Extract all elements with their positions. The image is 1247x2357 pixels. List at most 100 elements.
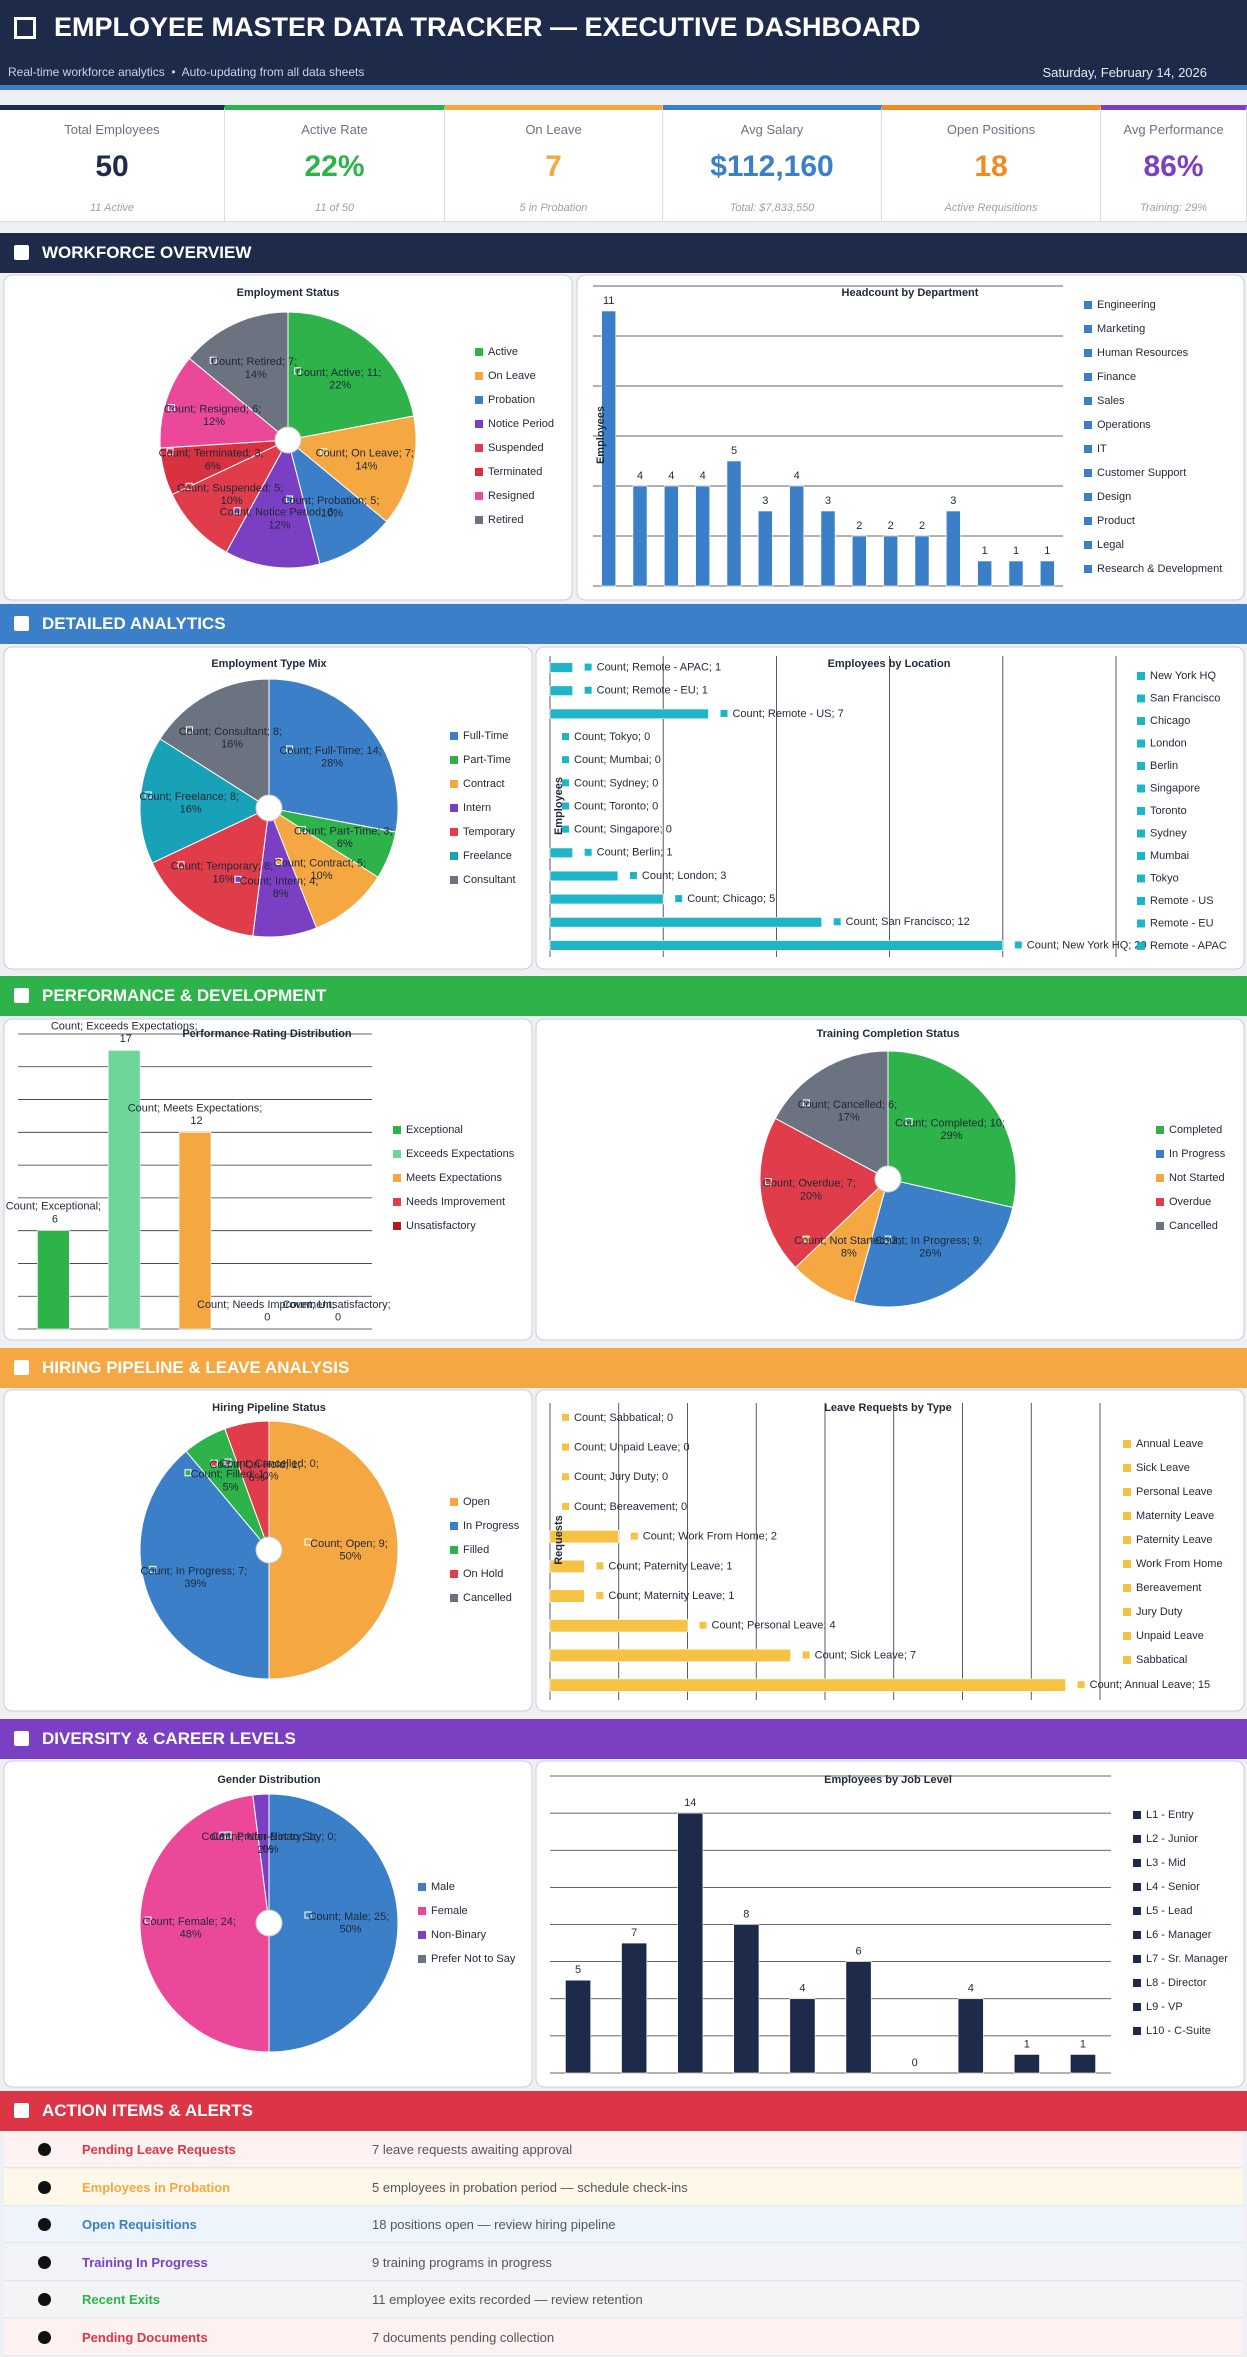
data-label: Count; Chicago; 5 — [687, 893, 775, 905]
bar — [107, 1050, 141, 1330]
bar — [733, 1924, 760, 2074]
chart-title: Employment Type Mix — [211, 658, 327, 670]
pie-slice — [268, 1793, 399, 2053]
legend-label: Intern — [463, 802, 491, 814]
label-key — [1077, 1681, 1085, 1689]
data-label: Count; San Francisco; 12 — [846, 916, 970, 928]
alert-text: 5 employees in probation period — schedu… — [372, 2179, 688, 2195]
kpi-sub: Active Requisitions — [944, 202, 1038, 214]
bar — [677, 1812, 704, 2074]
section-icon — [14, 1360, 29, 1375]
bar — [945, 510, 961, 587]
data-label: Count; Completed; 10; 29% — [895, 1117, 1005, 1142]
label-key — [562, 825, 569, 833]
label-key — [294, 367, 302, 375]
bar — [1008, 560, 1024, 587]
data-label: Count; London; 3 — [642, 870, 726, 882]
legend-label: L2 - Junior — [1146, 1833, 1198, 1845]
kpi-label: Open Positions — [946, 122, 1036, 137]
data-label: Count; Suspended; 5; 10% — [177, 482, 283, 507]
legend-key — [418, 1955, 426, 1963]
legend-key — [1137, 919, 1145, 928]
section-title: DETAILED ANALYTICS — [42, 614, 226, 633]
legend-key — [1084, 397, 1092, 405]
legend-label: Work From Home — [1136, 1558, 1223, 1570]
legend-label: Cancelled — [1169, 1220, 1218, 1232]
legend-key — [1084, 445, 1092, 453]
bar — [883, 535, 899, 587]
kpi-label: Avg Performance — [1123, 122, 1224, 137]
data-label: Count; Freelance; 8; 16% — [139, 791, 239, 816]
bar — [914, 535, 930, 587]
legend-label: L7 - Sr. Manager — [1146, 1953, 1228, 1965]
data-label: Count; Sick Leave; 7 — [815, 1649, 917, 1661]
label-key — [185, 726, 193, 734]
pie-slice — [759, 1117, 889, 1269]
alert-row: Training In Progress 9 training programs … — [4, 2243, 1243, 2281]
bar — [1070, 2054, 1096, 2074]
legend-label: Meets Expectations — [406, 1172, 502, 1184]
legend-key — [450, 804, 458, 812]
legend-label: In Progress — [463, 1520, 520, 1532]
kpi-card: Avg Salary $112,160 Total: $7,833,550 — [663, 105, 882, 222]
data-label: Count; Notice Period; 6; 12% — [220, 507, 337, 532]
bar — [789, 1998, 816, 2074]
alert-text: 9 training programs in progress — [372, 2254, 552, 2270]
legend-key — [1133, 1907, 1141, 1915]
data-label: 5 — [731, 445, 737, 457]
legend-key — [1133, 1883, 1141, 1891]
legend-key — [1084, 349, 1092, 357]
data-label: Count; On Leave; 7; 14% — [316, 448, 414, 473]
bar — [695, 485, 711, 587]
alert-row: Pending Documents 7 documents pending col… — [4, 2319, 1243, 2356]
y-axis-title: Employees — [595, 406, 607, 464]
label-key — [185, 482, 193, 490]
legend-label: Female — [431, 1905, 468, 1917]
kpi-sub: 11 Active — [89, 202, 135, 214]
bar — [845, 1961, 872, 2074]
legend-label: Toronto — [1150, 805, 1187, 817]
legend-key — [393, 1126, 401, 1134]
legend-key — [1137, 874, 1145, 883]
pie-slice — [887, 1050, 1017, 1209]
bar — [549, 847, 573, 858]
label-key — [304, 1911, 312, 1919]
legend-key — [1133, 1835, 1141, 1843]
label-key — [286, 745, 294, 753]
bar — [565, 1979, 591, 2074]
legend-key — [450, 1594, 458, 1602]
data-label: 3 — [825, 495, 831, 507]
legend-key — [393, 1222, 401, 1230]
legend-label: Exceeds Expectations — [406, 1148, 515, 1160]
data-label: Count; Consultant; 8; 16% — [179, 726, 282, 751]
section-icon — [14, 245, 29, 260]
kpi-sub: Total: $7,833,550 — [729, 202, 815, 214]
data-label: Count; Male; 25; 50% — [309, 1911, 390, 1936]
label-key — [298, 825, 306, 833]
data-label: Count; Needs Improvement; 0 — [197, 1299, 335, 1324]
label-key — [177, 861, 185, 869]
bar — [549, 1619, 688, 1633]
legend-key — [1084, 373, 1092, 381]
legend-key — [1133, 1979, 1141, 1987]
bar — [37, 1230, 70, 1330]
legend-label: Operations — [1097, 419, 1151, 431]
data-label: Count; New York HQ; 20 — [1027, 939, 1147, 951]
label-key — [562, 802, 569, 810]
label-key — [562, 1413, 569, 1421]
legend-label: Product — [1097, 515, 1135, 527]
pie-slice — [268, 1420, 399, 1680]
label-key — [184, 1469, 192, 1477]
alert-text: 7 documents pending collection — [372, 2330, 555, 2345]
bar — [726, 460, 742, 587]
legend-label: Prefer Not to Say — [431, 1953, 516, 1965]
data-label: Count; Temporary; 8; 16% — [171, 861, 274, 886]
kpi-sub: 5 in Probation — [519, 202, 588, 214]
pie-slice — [159, 357, 290, 449]
label-key — [764, 1178, 772, 1186]
chart-title: Leave Requests by Type — [824, 1402, 952, 1414]
header-date: Saturday, February 14, 2026 — [1042, 65, 1207, 80]
legend-key — [1137, 694, 1145, 703]
kpi-value: 18 — [974, 150, 1008, 183]
